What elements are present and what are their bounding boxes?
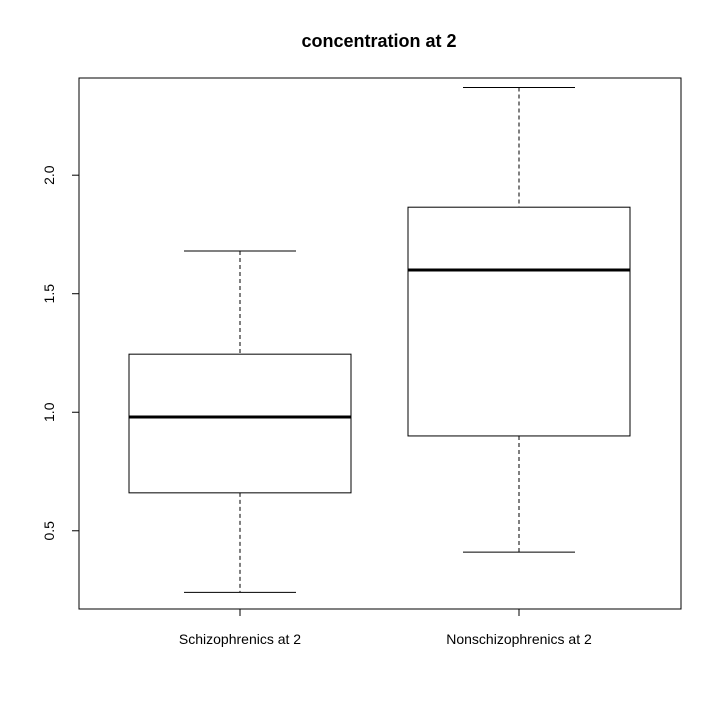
y-tick-label: 1.0 — [41, 402, 57, 422]
iqr-box — [407, 206, 631, 437]
x-axis: Schizophrenics at 2 Nonschizophrenics at … — [179, 609, 592, 647]
iqr-box — [128, 353, 352, 494]
x-tick-label: Schizophrenics at 2 — [179, 631, 301, 647]
y-tick-label: 1.5 — [41, 284, 57, 304]
y-axis: 0.5 1.0 1.5 2.0 — [41, 165, 80, 541]
boxes-group — [128, 86, 631, 593]
chart-title: concentration at 2 — [301, 31, 456, 51]
box-1 — [128, 250, 352, 593]
box-2 — [407, 86, 631, 553]
x-tick-label: Nonschizophrenics at 2 — [446, 631, 592, 647]
y-tick-label: 0.5 — [41, 521, 57, 541]
y-tick-label: 2.0 — [41, 165, 57, 185]
